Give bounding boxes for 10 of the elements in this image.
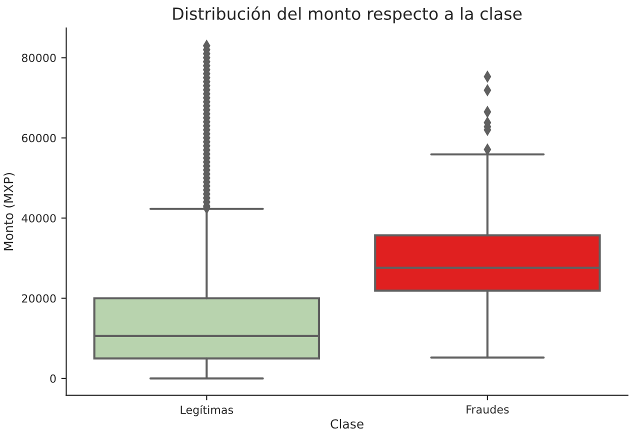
y-tick-label: 60000 (22, 134, 56, 142)
chart-title: Distribución del monto respecto a la clase (173, 6, 522, 24)
x-tick-label: Fraudes (466, 405, 509, 414)
x-axis-title: Clase (330, 418, 364, 429)
y-axis-title: Monto (MXP) (4, 172, 15, 250)
y-tick-label: 40000 (22, 214, 56, 222)
y-tick-label: 20000 (22, 294, 56, 303)
x-tick-label: Legítimas (180, 405, 234, 416)
y-tick-label: 0 (50, 374, 56, 383)
y-tick-label: 80000 (22, 54, 56, 62)
